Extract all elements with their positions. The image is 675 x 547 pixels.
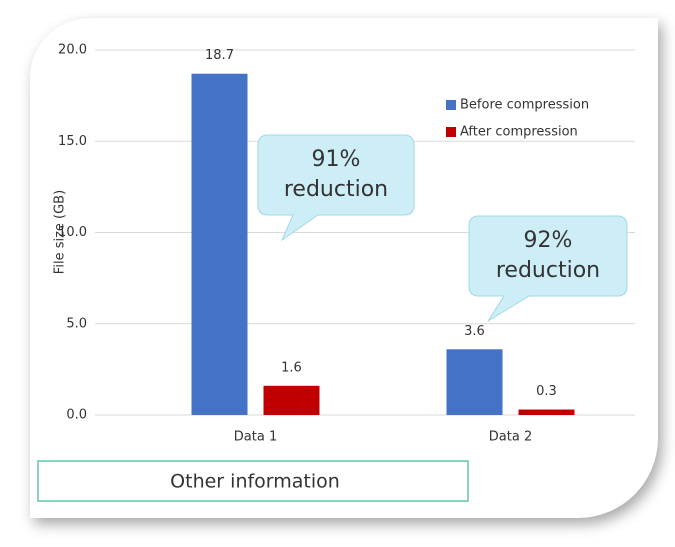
bar <box>191 73 248 415</box>
callout-text: 91% <box>312 147 361 172</box>
info-text: Other information <box>170 471 340 493</box>
bar <box>518 409 575 415</box>
value-label: 0.3 <box>536 384 557 399</box>
legend-label: Before compression <box>460 98 589 113</box>
x-tick-label: Data 1 <box>234 430 277 445</box>
y-tick-label: 10.0 <box>58 225 87 240</box>
callout <box>257 134 415 242</box>
legend-swatch <box>446 127 456 137</box>
bar <box>446 349 503 415</box>
legend-swatch <box>446 100 456 110</box>
y-axis-label: File size (GB) <box>53 190 68 274</box>
bar <box>263 385 320 415</box>
info-box <box>37 460 469 502</box>
y-tick-label: 15.0 <box>58 134 87 149</box>
value-label: 18.7 <box>205 48 234 63</box>
y-tick-label: 20.0 <box>58 43 87 58</box>
y-tick-label: 0.0 <box>66 408 87 423</box>
callout-text: 92% <box>524 228 573 253</box>
callout-text: reduction <box>496 258 600 283</box>
value-label: 3.6 <box>464 324 485 339</box>
x-tick-label: Data 2 <box>489 430 532 445</box>
value-label: 1.6 <box>281 360 302 375</box>
callout <box>468 215 628 322</box>
y-tick-label: 5.0 <box>66 316 87 331</box>
legend-label: After compression <box>460 125 578 140</box>
callout-text: reduction <box>284 177 388 202</box>
